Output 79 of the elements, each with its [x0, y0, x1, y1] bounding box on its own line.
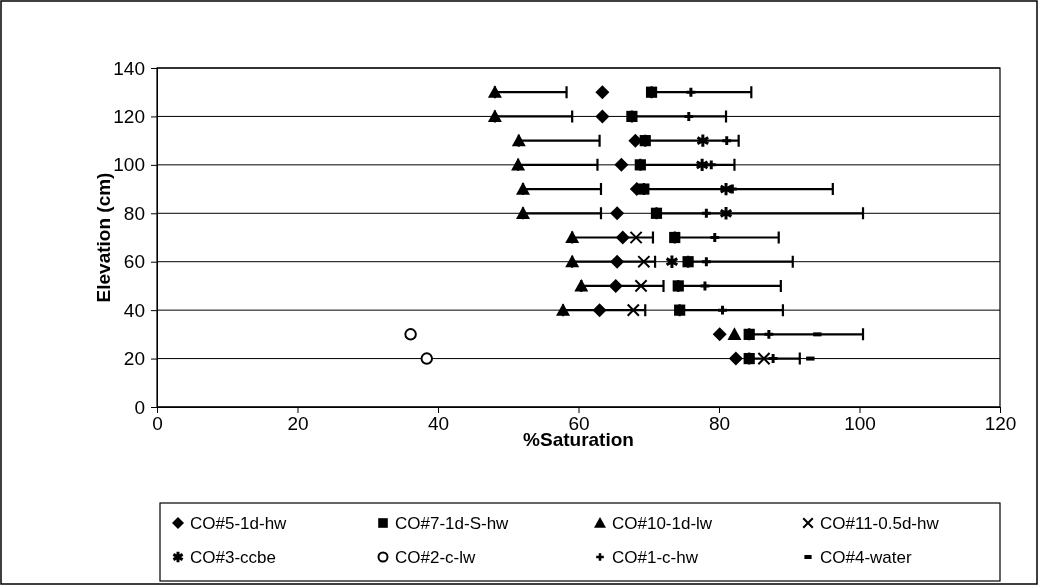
- legend-label: CO#7-1d-S-hw: [395, 514, 510, 533]
- point: [701, 257, 711, 267]
- point: [764, 329, 774, 339]
- point: [595, 85, 610, 100]
- point: [511, 133, 526, 147]
- point: [565, 254, 580, 268]
- point: [645, 86, 658, 98]
- point: [614, 157, 629, 172]
- point: [684, 111, 694, 121]
- point: [608, 278, 623, 293]
- point: [404, 328, 417, 341]
- point: [610, 206, 625, 221]
- y-tick-label: 40: [123, 299, 145, 321]
- point: [712, 327, 727, 342]
- legend-label: CO#4-water: [820, 548, 912, 567]
- point: [701, 208, 711, 218]
- x-tick-label: 100: [844, 413, 876, 435]
- y-axis-title: Elevation (cm): [93, 172, 114, 303]
- point: [695, 132, 710, 149]
- point: [674, 304, 686, 316]
- point: [574, 278, 589, 292]
- point: [665, 254, 679, 270]
- legend-label: CO#3-ccbe: [190, 548, 276, 567]
- legend-label: CO#11-0.5d-hw: [820, 514, 940, 533]
- point: [610, 254, 625, 269]
- point: [710, 233, 720, 242]
- legend-label: CO#2-c-lw: [395, 548, 477, 567]
- point: [672, 280, 684, 292]
- y-tick-label: 60: [123, 251, 145, 273]
- point: [592, 303, 607, 318]
- x-tick-label: 120: [984, 413, 1017, 435]
- point: [565, 230, 580, 244]
- point: [700, 281, 710, 291]
- point: [743, 328, 755, 340]
- point: [719, 181, 733, 197]
- point: [650, 207, 663, 219]
- y-tick-label: 100: [113, 154, 145, 176]
- point: [695, 157, 709, 173]
- x-tick-label: 20: [287, 413, 309, 435]
- y-tick-label: 140: [113, 57, 145, 79]
- point: [637, 255, 651, 269]
- point: [706, 160, 716, 170]
- x-tick-label: 80: [708, 413, 731, 435]
- point: [638, 183, 650, 195]
- legend-label: CO#10-1d-lw: [612, 514, 713, 533]
- point: [595, 109, 610, 124]
- point: [487, 109, 502, 123]
- y-tick-label: 0: [134, 396, 145, 418]
- point: [634, 159, 646, 171]
- point: [626, 110, 638, 123]
- point: [686, 87, 696, 97]
- point: [719, 205, 733, 221]
- point: [669, 231, 681, 244]
- x-tick-label: 0: [152, 413, 163, 435]
- point: [634, 279, 648, 293]
- point: [626, 303, 640, 317]
- point: [718, 305, 727, 315]
- point: [511, 157, 526, 171]
- point: [722, 136, 732, 146]
- point: [757, 351, 771, 366]
- y-tick-label: 120: [113, 106, 145, 128]
- x-tick-label: 40: [427, 413, 450, 435]
- legend-label: CO#1-c-hw: [612, 548, 699, 567]
- point: [728, 351, 743, 366]
- point: [615, 230, 630, 245]
- point: [629, 230, 643, 245]
- point: [487, 85, 502, 98]
- point: [420, 352, 434, 365]
- point: [516, 182, 530, 195]
- point: [727, 327, 742, 340]
- point: [516, 206, 530, 219]
- y-tick-label: 20: [123, 348, 145, 370]
- y-tick-label: 80: [123, 202, 145, 224]
- point: [639, 135, 651, 147]
- point: [768, 354, 778, 364]
- point: [682, 256, 694, 268]
- point: [743, 352, 755, 365]
- legend-label: CO#5-1d-hw: [190, 514, 288, 533]
- point: [556, 303, 571, 316]
